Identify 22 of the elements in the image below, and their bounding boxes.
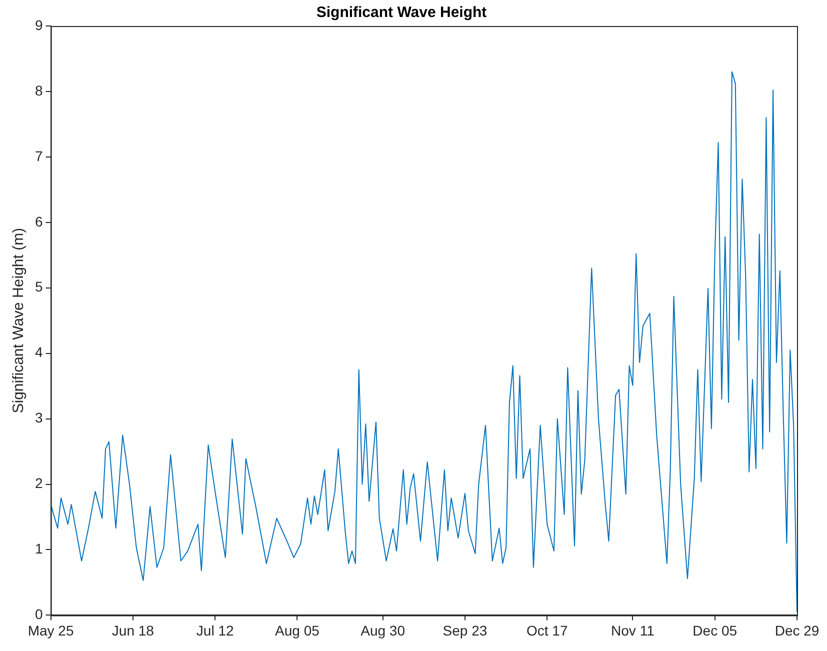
x-tick-label: Nov 11	[611, 622, 655, 638]
y-tick-label: 9	[34, 16, 43, 33]
y-tick-label: 5	[34, 278, 43, 295]
y-tick-label: 8	[34, 82, 43, 98]
y-tick-label: 0	[34, 606, 43, 622]
x-tick-label: Sep 23	[442, 622, 488, 638]
x-tick-label: Aug 05	[275, 622, 320, 638]
y-tick-label: 1	[34, 540, 43, 557]
x-tick-label: Oct 17	[526, 622, 568, 638]
x-tick-label: Aug 30	[360, 622, 406, 638]
x-tick-label: Jun 18	[112, 622, 154, 638]
y-axis-title: Significant Wave Height (m)	[10, 228, 28, 414]
y-tick-label: 4	[34, 344, 43, 360]
x-tick-label: Jul 12	[196, 622, 234, 638]
x-tick-label: May 25	[28, 622, 74, 638]
y-tick-label: 3	[34, 410, 43, 426]
x-tick-label: Dec 05	[692, 622, 738, 638]
chart-title: Significant Wave Height	[316, 4, 487, 22]
y-tick-label: 6	[34, 213, 43, 230]
y-tick-label: 2	[34, 475, 43, 492]
y-tick-label: 7	[34, 148, 43, 164]
x-tick-label: Dec 29	[774, 622, 820, 638]
